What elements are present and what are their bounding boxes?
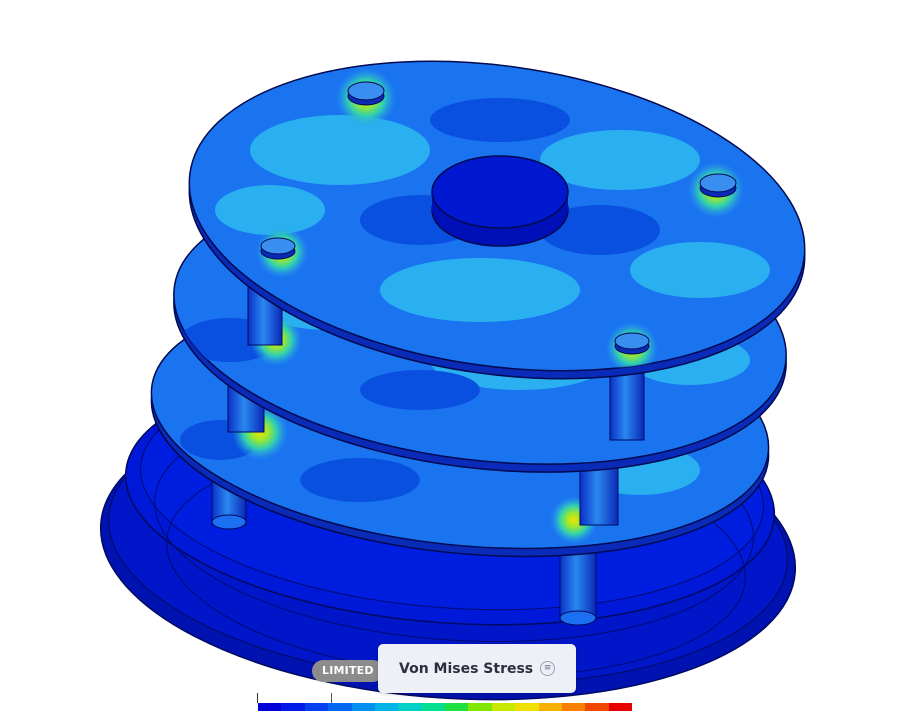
legend-color-segment [258, 703, 282, 711]
result-type-selector[interactable]: Von Mises Stress ≡ [378, 644, 576, 693]
menu-icon[interactable]: ≡ [540, 661, 556, 676]
legend-color-segment [538, 703, 562, 711]
legend-color-segment [608, 703, 632, 711]
legend-tick [331, 693, 332, 703]
legend-color-segment [445, 703, 469, 711]
legend-color-segment [281, 703, 305, 711]
limited-badge[interactable]: LIMITED [312, 660, 384, 682]
result-type-label: Von Mises Stress [399, 660, 534, 677]
legend-color-segment [398, 703, 422, 711]
color-legend-bar [258, 703, 632, 711]
legend-color-segment [304, 703, 329, 711]
legend-color-segment [491, 703, 516, 711]
legend-color-segment [421, 703, 445, 711]
legend-color-segment [468, 703, 492, 711]
legend-color-segment [328, 703, 352, 711]
legend-color-segment [351, 703, 375, 711]
top-plate [188, 60, 806, 380]
legend-tick [257, 693, 258, 703]
legend-color-segment [374, 703, 399, 711]
legend-color-segment [585, 703, 609, 711]
legend-color-segment [515, 703, 539, 711]
legend-color-segment [561, 703, 586, 711]
